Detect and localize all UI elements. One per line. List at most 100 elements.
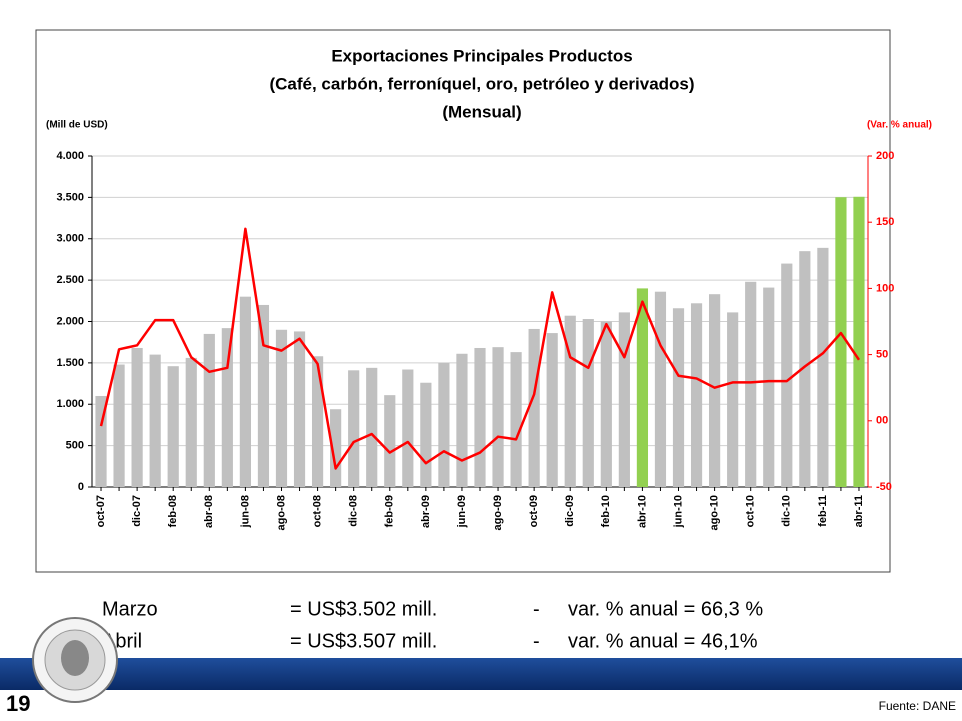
x-tick-label: oct-07	[95, 495, 107, 527]
bar	[384, 395, 396, 487]
x-tick-label: abr-09	[420, 495, 432, 528]
x-tick-label: oct-10	[745, 495, 757, 527]
x-tick-label: jun-08	[239, 495, 251, 528]
x-tick-label: feb-09	[384, 495, 396, 527]
note: var. % anual = 66,3 %	[568, 598, 763, 620]
bar	[131, 347, 143, 487]
x-tick-label: abr-11	[853, 495, 865, 527]
bar	[203, 333, 215, 487]
y2-tick-label: 150	[876, 216, 894, 228]
logo	[32, 617, 118, 703]
page-number: 19	[6, 691, 30, 716]
bar	[799, 251, 811, 487]
bar	[745, 281, 757, 487]
bar	[763, 287, 775, 487]
bar	[636, 288, 649, 487]
bar	[853, 196, 865, 487]
note: -	[533, 598, 540, 620]
bar	[817, 247, 829, 487]
bar	[492, 347, 504, 487]
y-axis-label: (Mill de USD)	[46, 120, 108, 131]
chart-subtitle: (Café, carbón, ferroníquel, oro, petróle…	[269, 74, 694, 93]
bar	[709, 294, 721, 487]
x-tick-label: dic-09	[564, 495, 576, 527]
x-tick-label: oct-08	[311, 495, 323, 527]
x-tick-label: dic-07	[131, 495, 143, 527]
bar	[185, 357, 197, 487]
bar	[727, 312, 739, 487]
bar	[420, 382, 432, 487]
bar	[113, 364, 125, 487]
chart-title: Exportaciones Principales Productos	[331, 46, 632, 65]
y-tick-label: 2.500	[56, 274, 84, 286]
note: Marzo	[102, 598, 158, 620]
bar	[239, 296, 251, 487]
bar	[528, 328, 540, 487]
line	[99, 227, 861, 470]
bar	[275, 329, 288, 487]
x-tick-label: feb-11	[817, 495, 829, 527]
y2-tick-label: 00	[876, 415, 888, 427]
bar	[474, 347, 486, 487]
logo-head	[61, 640, 89, 676]
notes: Marzo = US$3.502 mill. - var. % anual = …	[102, 598, 763, 652]
y2-axis-label: (Var. % anual)	[867, 120, 932, 131]
x-tick-label: dic-10	[781, 495, 793, 527]
bar	[438, 362, 450, 487]
y2-tick-label: 200	[876, 150, 894, 162]
note: = US$3.502 mill.	[290, 598, 437, 620]
bar	[835, 197, 847, 487]
footer-band	[0, 658, 962, 690]
bar	[402, 369, 414, 487]
chart: Exportaciones Principales Productos (Caf…	[46, 46, 932, 530]
bar	[456, 353, 468, 487]
source: Fuente: DANE	[879, 699, 956, 713]
note: -	[533, 630, 540, 652]
y-tick-label: 2.000	[56, 315, 84, 327]
bar	[618, 312, 630, 487]
x-tick-label: ago-09	[492, 495, 504, 530]
note: = US$3.507 mill.	[290, 630, 437, 652]
y-tick-label: 4.000	[56, 150, 84, 162]
bar	[564, 315, 576, 487]
bar	[311, 356, 324, 487]
x-tick-label: jun-09	[456, 495, 468, 528]
chart-subtitle: (Mensual)	[442, 102, 521, 121]
bar	[510, 352, 522, 487]
x-tick-label: jun-10	[672, 495, 684, 528]
y-tick-label: 1.000	[56, 398, 84, 410]
y-tick-label: 3.000	[56, 233, 84, 245]
bar	[672, 308, 685, 487]
y-tick-label: 3.500	[56, 191, 84, 203]
bar	[348, 370, 360, 487]
y-tick-label: 500	[66, 440, 84, 452]
bar	[366, 367, 378, 487]
y2-tick-label: 100	[876, 282, 894, 294]
bar	[149, 354, 161, 487]
bar	[167, 366, 179, 487]
bar	[582, 319, 594, 487]
x-tick-label: feb-08	[167, 495, 179, 527]
bar	[221, 328, 233, 487]
bar	[546, 333, 558, 487]
bar	[257, 304, 270, 487]
bar	[95, 395, 107, 487]
x-tick-label: ago-08	[275, 495, 287, 530]
bar	[690, 303, 703, 487]
bar	[781, 263, 793, 487]
bar	[600, 321, 612, 487]
note: var. % anual = 46,1%	[568, 630, 758, 652]
bar	[330, 409, 342, 487]
bar	[654, 291, 667, 487]
y-tick-label: 1.500	[56, 357, 84, 369]
x-tick-label: abr-08	[203, 495, 215, 528]
bar	[293, 331, 306, 487]
y2-tick-label: 50	[876, 349, 888, 361]
y-tick-label: 0	[78, 481, 84, 493]
y2-tick-label: -50	[876, 481, 892, 493]
x-tick-label: ago-10	[709, 495, 721, 530]
x-tick-label: oct-09	[528, 495, 540, 527]
x-tick-label: dic-08	[348, 495, 360, 527]
x-tick-label: feb-10	[600, 495, 612, 527]
